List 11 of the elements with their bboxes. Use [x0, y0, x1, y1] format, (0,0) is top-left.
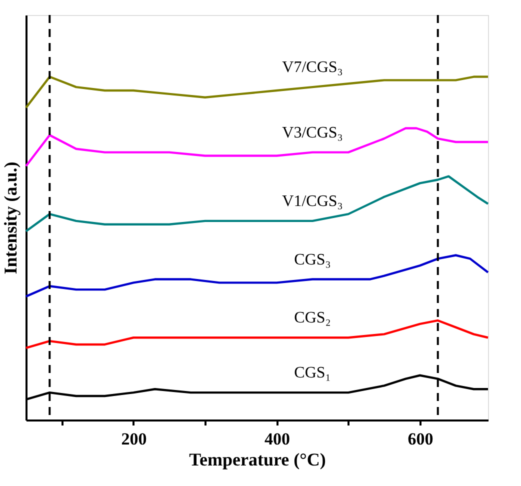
series-label: CGS₁ — [294, 364, 331, 382]
series-label: CGS₃ — [294, 251, 331, 268]
series-label: V3/CGS₃ — [282, 124, 343, 142]
series-label: V1/CGS₃ — [282, 192, 343, 210]
x-tick-label: 200 — [121, 430, 147, 448]
series-label: CGS₂ — [294, 310, 331, 327]
y-axis-title: Intensity (a.u.) — [0, 162, 20, 274]
x-tick-label: 400 — [264, 430, 290, 448]
x-axis-title: Temperature (°C) — [189, 450, 326, 470]
series-label: V7/CGS₃ — [282, 59, 343, 76]
x-tick-label: 600 — [408, 430, 434, 448]
